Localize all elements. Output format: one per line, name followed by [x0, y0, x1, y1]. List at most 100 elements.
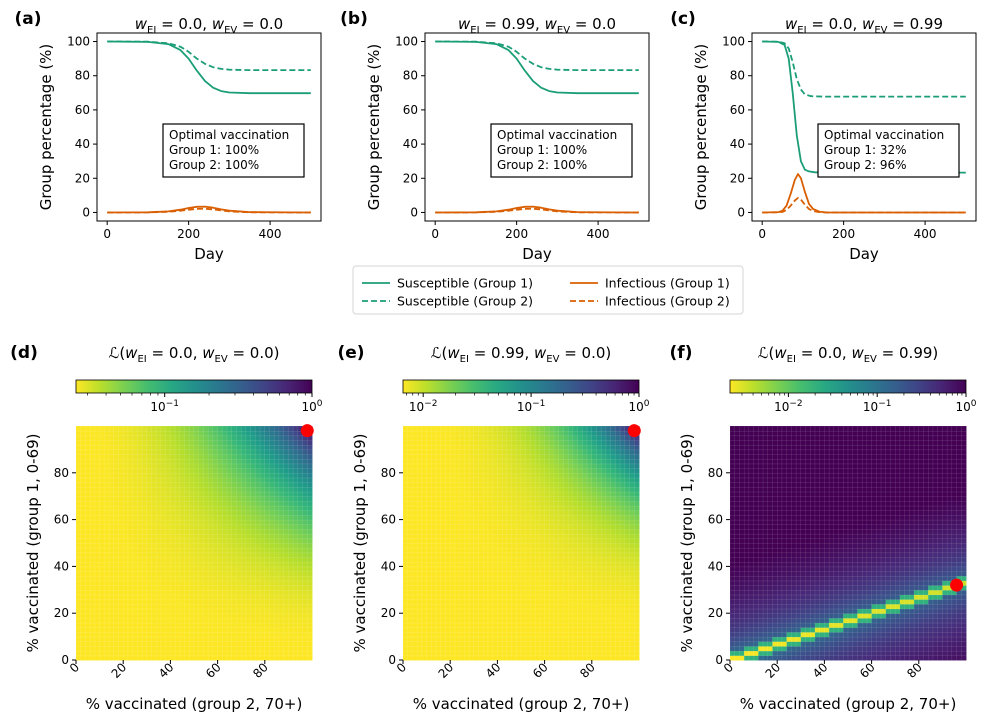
- heatmap-cell: [113, 561, 120, 568]
- heatmap-cell: [483, 598, 489, 605]
- heatmap-cell: [530, 538, 536, 544]
- heatmap-cell: [459, 589, 466, 596]
- heatmap-cell: [483, 514, 489, 521]
- heatmap-cell: [605, 449, 612, 455]
- heatmap-cell: [118, 481, 124, 488]
- heatmap-cell: [572, 598, 579, 605]
- heatmap-cell: [207, 603, 214, 610]
- heatmap-cell: [568, 430, 574, 437]
- heatmap-cell: [402, 481, 409, 488]
- heatmap-cell: [544, 491, 551, 497]
- heatmap-cell: [156, 430, 162, 437]
- heatmap-cell: [255, 439, 261, 446]
- heatmap-cell: [435, 645, 442, 652]
- heatmap-cell: [464, 580, 470, 586]
- heatmap-cell: [582, 453, 588, 460]
- heatmap-cell: [302, 453, 308, 460]
- heatmap-cell: [530, 439, 536, 446]
- heatmap-cell: [297, 655, 304, 661]
- heatmap-cell: [278, 458, 285, 465]
- heatmap-cell: [236, 463, 242, 469]
- heatmap-cell: [137, 458, 143, 465]
- heatmap-cell: [506, 650, 513, 657]
- heatmap-cell: [421, 496, 428, 502]
- heatmap-cell: [89, 561, 96, 568]
- heatmap-cell: [407, 477, 414, 483]
- heatmap-cell: [217, 598, 224, 605]
- heatmap-cell: [118, 566, 124, 572]
- heatmap-cell: [236, 467, 242, 474]
- heatmap-cell: [558, 645, 565, 652]
- heatmap-cell: [487, 617, 494, 624]
- heatmap-cell: [520, 542, 527, 549]
- heatmap-cell: [127, 505, 134, 511]
- heatmap-cell: [582, 477, 588, 483]
- heatmap-cell: [516, 598, 522, 605]
- heatmap-cell: [506, 496, 513, 502]
- heatmap-cell: [464, 575, 470, 582]
- heatmap-cell: [193, 481, 200, 488]
- heatmap-cell: [259, 514, 266, 521]
- heatmap-cell: [189, 500, 195, 507]
- heatmap-cell: [160, 627, 167, 633]
- heatmap-cell: [236, 430, 242, 437]
- annotation-box: [817, 123, 960, 178]
- heatmap-cell: [473, 589, 480, 596]
- heatmap-cell: [615, 594, 621, 600]
- heatmap-cell: [473, 458, 480, 465]
- heatmap-cell: [245, 453, 252, 460]
- heatmap-cell: [170, 655, 176, 661]
- heatmap-cell: [591, 496, 598, 502]
- heatmap-cell: [89, 650, 96, 657]
- heatmap-cell: [307, 584, 313, 591]
- heatmap-cell: [184, 575, 190, 582]
- heatmap-cell: [520, 594, 527, 600]
- heatmap-cell: [151, 505, 157, 511]
- heatmap-cell: [170, 552, 176, 558]
- heatmap-cell: [292, 645, 299, 652]
- heatmap-cell: [146, 622, 153, 628]
- heatmap-cell: [591, 538, 598, 544]
- heatmap-cell: [179, 500, 186, 507]
- heatmap-cell: [184, 603, 190, 610]
- heatmap-cell: [99, 524, 106, 530]
- heatmap-cell: [473, 645, 480, 652]
- heatmap-cell: [605, 627, 612, 633]
- heatmap-cell: [586, 594, 593, 600]
- heatmap-cell: [421, 486, 428, 493]
- heatmap-cell: [113, 584, 120, 591]
- heatmap-cell: [99, 641, 106, 647]
- heatmap-cell: [255, 425, 261, 432]
- heatmap-cell: [156, 463, 162, 469]
- heatmap-cell: [89, 636, 96, 642]
- heatmap-cell: [601, 641, 607, 647]
- heatmap-cell: [421, 514, 428, 521]
- heatmap-cell: [198, 570, 205, 577]
- heatmap-cell: [412, 528, 418, 535]
- heatmap-cell: [459, 566, 466, 572]
- heatmap-cell: [431, 617, 437, 624]
- heatmap-cell: [572, 580, 579, 586]
- heatmap-cell: [245, 481, 252, 488]
- heatmap-cell: [544, 449, 551, 455]
- heatmap-cell: [516, 566, 522, 572]
- heatmap-cell: [577, 589, 584, 596]
- heatmap-cell: [207, 613, 214, 619]
- heatmap-cell: [591, 556, 598, 563]
- heatmap-cell: [582, 528, 588, 535]
- heatmap-cell: [245, 528, 252, 535]
- heatmap-cell: [520, 613, 527, 619]
- heatmap-cell: [184, 580, 190, 586]
- heatmap-cell: [108, 472, 115, 479]
- heatmap-cell: [501, 486, 508, 493]
- y-tick-label: 80: [403, 69, 418, 83]
- heatmap-cell: [89, 598, 96, 605]
- heatmap-cell: [141, 575, 148, 582]
- heatmap-cell: [203, 435, 209, 441]
- heatmap-cell: [184, 636, 190, 642]
- heatmap-cell: [525, 617, 532, 624]
- heatmap-cell: [544, 650, 551, 657]
- heatmap-cell: [222, 622, 228, 628]
- heatmap-cell: [601, 524, 607, 530]
- heatmap-cell: [99, 444, 106, 451]
